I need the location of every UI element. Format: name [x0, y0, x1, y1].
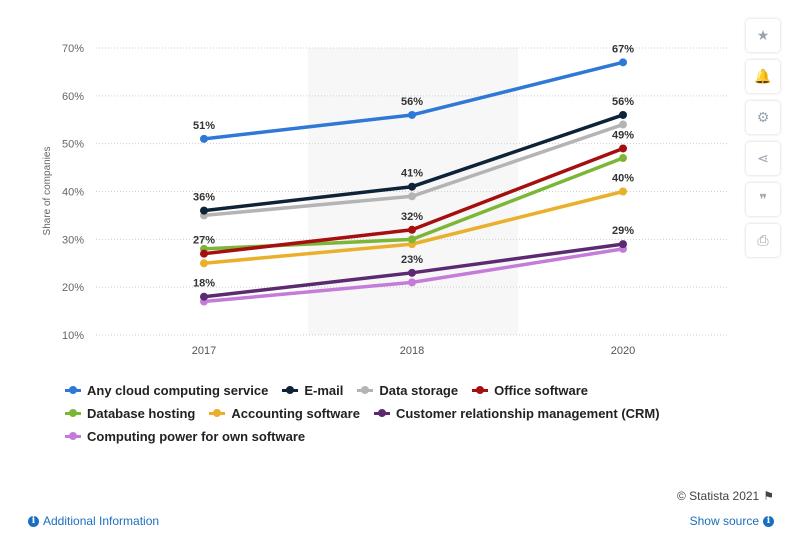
bell-icon[interactable]: 🔔: [746, 60, 780, 93]
legend-item[interactable]: Office software: [472, 381, 588, 399]
data-label: 18%: [193, 278, 215, 290]
data-point[interactable]: [619, 58, 627, 67]
legend-label: Computing power for own software: [87, 428, 306, 444]
legend-label: Database hosting: [87, 405, 196, 421]
data-label: 36%: [193, 192, 215, 204]
line-chart: 10% 20% 30% 40% 50% 60% 70% 2017 2018 2020 Share…: [42, 43, 728, 357]
legend: Any cloud computing service E-mail Data st…: [65, 381, 725, 445]
flag-icon: ⚑: [763, 489, 774, 503]
legend-marker: [65, 431, 81, 440]
data-point[interactable]: [200, 292, 208, 301]
x-axis-ticks: 2017 2018 2020: [192, 345, 635, 357]
series-points: [200, 58, 627, 306]
data-label: 40%: [612, 173, 634, 185]
y-axis-label: Share of companies: [42, 147, 53, 236]
gear-icon[interactable]: ⚙: [746, 101, 780, 134]
legend-marker: [472, 385, 489, 394]
side-toolbar: ★ 🔔 ⚙ ⋖ ❞ ⎙: [746, 19, 780, 257]
data-labels: 51% 56% 67% 36% 41% 56% 49% 27% 32% 23% 40% 18% 29%: [193, 43, 634, 289]
data-point[interactable]: [619, 120, 627, 129]
legend-marker: [282, 385, 299, 394]
additional-information-link[interactable]: i Additional Information: [28, 514, 159, 528]
grid-lines: [96, 47, 728, 336]
data-point[interactable]: [200, 259, 208, 268]
x-tick-label: 2017: [192, 345, 216, 357]
data-label: 67%: [612, 43, 634, 55]
legend-marker: [65, 385, 81, 394]
show-source-label: Show source: [689, 514, 759, 528]
data-label: 56%: [612, 96, 634, 108]
data-label: 49%: [612, 129, 634, 141]
y-tick-label: 40%: [62, 187, 84, 199]
data-point[interactable]: [200, 249, 208, 258]
data-label: 32%: [401, 211, 423, 223]
statista-credit[interactable]: © Statista 2021 ⚑: [677, 489, 774, 503]
y-tick-label: 30%: [62, 234, 84, 246]
data-point[interactable]: [200, 134, 208, 143]
data-point[interactable]: [619, 154, 627, 163]
y-tick-label: 10%: [62, 330, 84, 342]
legend-label: Office software: [494, 382, 589, 398]
data-point[interactable]: [619, 240, 627, 249]
legend-marker: [65, 408, 81, 417]
data-point[interactable]: [619, 144, 627, 153]
show-source-link[interactable]: Show source i: [690, 514, 774, 528]
data-point[interactable]: [408, 192, 416, 201]
data-point[interactable]: [619, 110, 627, 119]
info-icon: i: [763, 515, 774, 527]
y-tick-label: 20%: [62, 282, 84, 294]
legend-item[interactable]: Customer relationship management (CRM): [373, 404, 660, 422]
legend-item[interactable]: E-mail: [282, 381, 343, 399]
legend-label: Accounting software: [231, 405, 360, 421]
legend-item[interactable]: Data storage: [357, 381, 458, 399]
share-icon[interactable]: ⋖: [746, 142, 780, 175]
legend-marker: [357, 385, 374, 394]
data-label: 51%: [193, 120, 215, 132]
info-icon: i: [28, 515, 39, 527]
x-tick-label: 2020: [611, 345, 635, 357]
data-label: 29%: [612, 225, 634, 237]
data-label: 23%: [401, 254, 423, 266]
data-point[interactable]: [619, 187, 627, 196]
legend-item[interactable]: Any cloud computing service: [65, 381, 268, 399]
y-tick-label: 60%: [62, 91, 84, 103]
legend-marker: [209, 408, 226, 417]
additional-information-label: Additional Information: [43, 514, 160, 528]
data-label: 56%: [401, 96, 423, 108]
y-axis-ticks: 10% 20% 30% 40% 50% 60% 70%: [62, 43, 84, 342]
legend-item[interactable]: Computing power for own software: [65, 427, 305, 445]
legend-label: Customer relationship management (CRM): [395, 405, 660, 421]
data-point[interactable]: [200, 206, 208, 215]
credit-text: © Statista 2021: [677, 489, 760, 503]
legend-label: E-mail: [304, 382, 344, 398]
legend-label: Data storage: [379, 382, 459, 398]
star-icon[interactable]: ★: [746, 19, 780, 52]
data-point[interactable]: [408, 182, 416, 191]
x-tick-label: 2018: [400, 345, 424, 357]
data-label: 41%: [401, 168, 423, 180]
legend-marker: [373, 408, 390, 417]
quote-icon[interactable]: ❞: [746, 183, 780, 216]
legend-label: Any cloud computing service: [87, 382, 269, 398]
data-point[interactable]: [408, 278, 416, 287]
print-icon[interactable]: ⎙: [746, 224, 780, 257]
y-tick-label: 50%: [62, 139, 84, 151]
data-point[interactable]: [408, 235, 416, 244]
legend-item[interactable]: Accounting software: [209, 404, 360, 422]
y-tick-label: 70%: [62, 43, 84, 55]
data-point[interactable]: [408, 110, 416, 119]
legend-item[interactable]: Database hosting: [65, 404, 195, 422]
data-point[interactable]: [408, 268, 416, 277]
data-point[interactable]: [408, 225, 416, 234]
data-label: 27%: [193, 235, 215, 247]
